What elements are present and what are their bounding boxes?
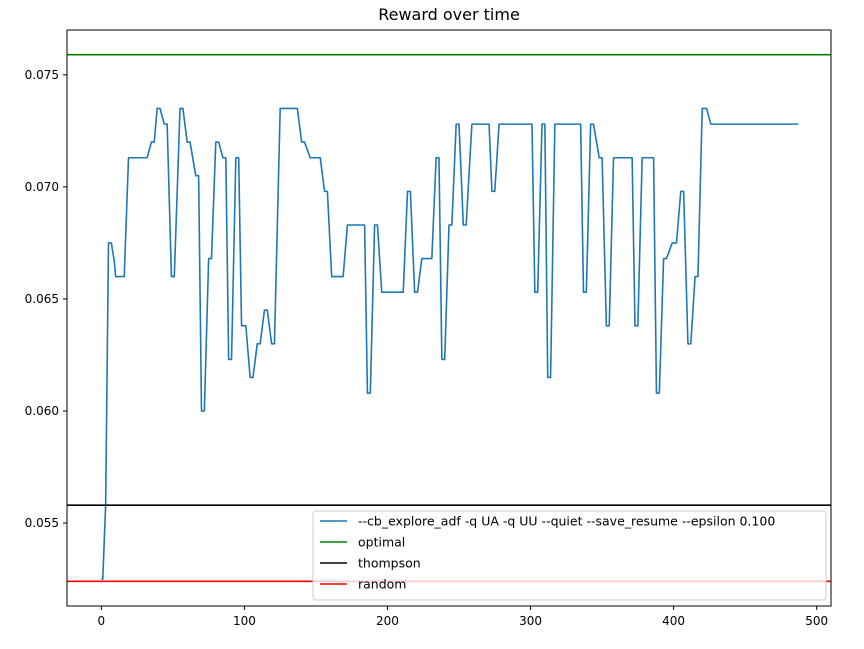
series-line-epsilon <box>101 107 799 580</box>
y-axis: 0.055 0.060 0.065 0.070 0.075 <box>25 68 67 530</box>
legend-entry: thompson <box>358 556 421 571</box>
y-tick-label: 0.065 <box>25 292 59 306</box>
x-tick-label: 0 <box>98 614 106 628</box>
y-tick-label: 0.060 <box>25 404 59 418</box>
x-axis: 0 100 200 300 400 500 <box>98 606 828 628</box>
legend-box <box>312 510 827 601</box>
x-tick-label: 500 <box>805 614 828 628</box>
chart-title: Reward over time <box>378 5 520 24</box>
y-tick-label: 0.055 <box>25 516 59 530</box>
x-tick-label: 100 <box>233 614 256 628</box>
series-layer <box>67 53 831 583</box>
x-tick-label: 300 <box>519 614 542 628</box>
legend-entry: optimal <box>358 535 405 550</box>
y-tick-label: 0.070 <box>25 180 59 194</box>
x-tick-label: 400 <box>662 614 685 628</box>
plot-frame <box>66 29 832 607</box>
legend-entry: --cb_explore_adf -q UA -q UU --quiet --s… <box>358 514 775 529</box>
legend: --cb_explore_adf -q UA -q UU --quiet --s… <box>312 510 827 601</box>
x-tick-label: 200 <box>376 614 399 628</box>
y-tick-label: 0.075 <box>25 68 59 82</box>
legend-entry: random <box>358 577 406 592</box>
